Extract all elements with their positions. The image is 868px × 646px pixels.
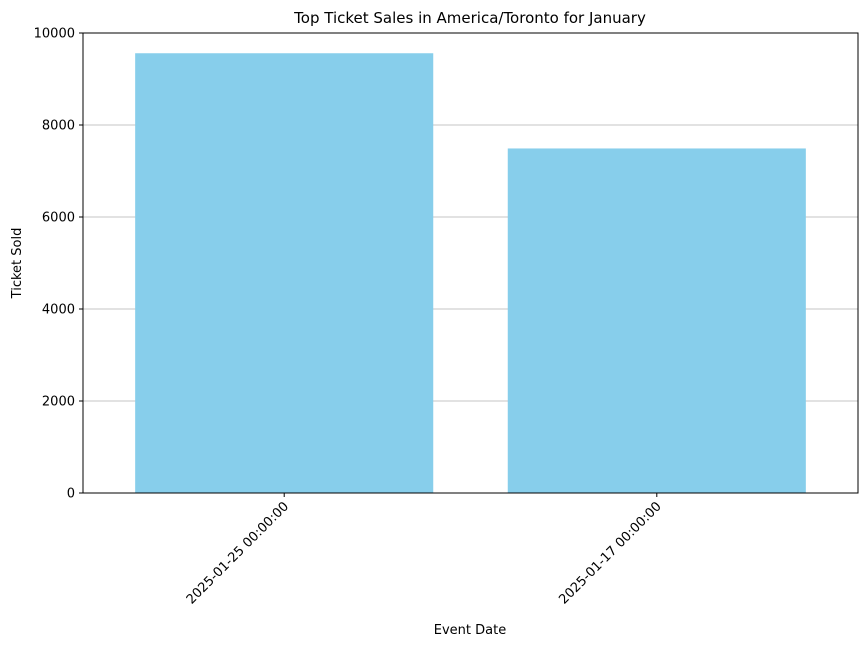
y-tick-label-1: 2000	[42, 395, 75, 410]
y-axis-ticks: 0 2000 4000 6000 8000 10000	[34, 27, 83, 502]
y-tick-label-5: 10000	[34, 27, 75, 42]
y-tick-label-2: 4000	[42, 303, 75, 318]
bar-1	[507, 148, 806, 493]
x-tick-label-1: 2025-01-17 00:00:00	[556, 499, 664, 607]
y-axis-label: Ticket Sold	[10, 228, 25, 300]
chart-title: Top Ticket Sales in America/Toronto for …	[293, 9, 646, 27]
bar-0	[135, 53, 434, 494]
y-tick-label-3: 6000	[42, 211, 75, 226]
plot-frame	[82, 32, 859, 494]
bars	[135, 53, 806, 494]
y-tick-label-0: 0	[67, 487, 75, 502]
x-axis-ticks: 2025-01-25 00:00:00 2025-01-17 00:00:00	[184, 493, 665, 607]
x-axis-label: Event Date	[434, 623, 506, 638]
y-tick-label-4: 8000	[42, 119, 75, 134]
x-tick-label-0: 2025-01-25 00:00:00	[184, 499, 292, 607]
